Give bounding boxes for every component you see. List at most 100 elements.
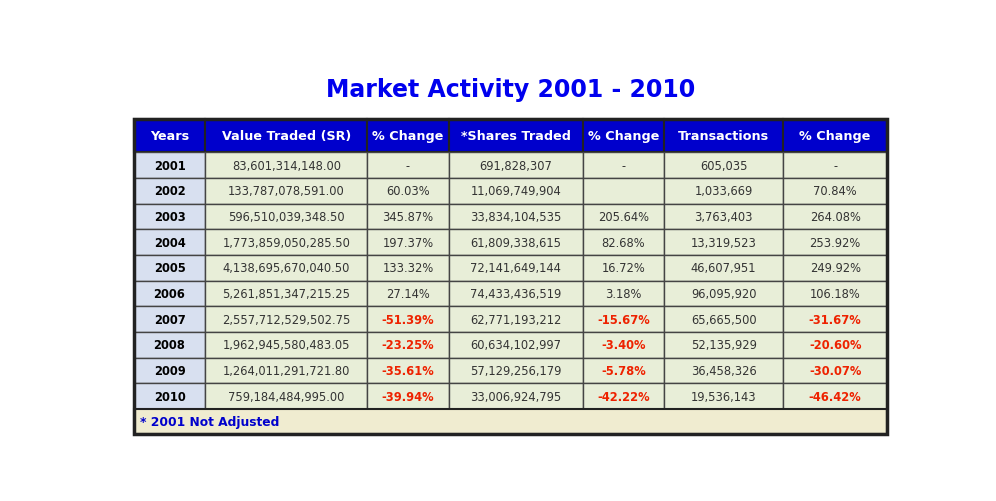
Text: Value Traded (SR): Value Traded (SR) <box>222 130 351 143</box>
Bar <box>205 333 368 358</box>
Text: Years: Years <box>150 130 189 143</box>
Bar <box>448 230 583 256</box>
Text: 2,557,712,529,502.75: 2,557,712,529,502.75 <box>222 313 351 326</box>
Bar <box>133 256 205 281</box>
Bar <box>368 204 448 230</box>
Bar <box>583 333 664 358</box>
Text: 60,634,102,997: 60,634,102,997 <box>470 339 561 352</box>
Bar <box>448 153 583 179</box>
Text: 70.84%: 70.84% <box>814 185 857 198</box>
Text: -46.42%: -46.42% <box>809 390 862 403</box>
Text: -5.78%: -5.78% <box>601 364 645 377</box>
Text: 759,184,484,995.00: 759,184,484,995.00 <box>228 390 345 403</box>
Text: 36,458,326: 36,458,326 <box>691 364 757 377</box>
Text: * 2001 Not Adjusted: * 2001 Not Adjusted <box>139 415 279 428</box>
Text: 33,006,924,795: 33,006,924,795 <box>470 390 562 403</box>
Text: 1,962,945,580,483.05: 1,962,945,580,483.05 <box>222 339 350 352</box>
Text: 249.92%: 249.92% <box>810 262 861 275</box>
Bar <box>133 120 205 153</box>
Bar <box>783 153 887 179</box>
Text: 197.37%: 197.37% <box>382 236 433 249</box>
Bar <box>664 307 783 333</box>
Text: 605,035: 605,035 <box>700 159 747 172</box>
Text: 61,809,338,615: 61,809,338,615 <box>470 236 561 249</box>
Text: 60.03%: 60.03% <box>386 185 430 198</box>
Text: -3.40%: -3.40% <box>602 339 645 352</box>
Text: 11,069,749,904: 11,069,749,904 <box>470 185 561 198</box>
Text: 2005: 2005 <box>153 262 185 275</box>
Bar <box>448 204 583 230</box>
Text: 2008: 2008 <box>153 339 185 352</box>
Text: 27.14%: 27.14% <box>386 288 430 301</box>
Bar <box>368 179 448 204</box>
Bar <box>783 204 887 230</box>
Bar <box>664 281 783 307</box>
Bar <box>133 409 887 434</box>
Text: 205.64%: 205.64% <box>598 211 649 223</box>
Text: -: - <box>833 159 838 172</box>
Text: *Shares Traded: *Shares Traded <box>461 130 571 143</box>
Bar <box>205 204 368 230</box>
Bar <box>664 384 783 409</box>
Text: 16.72%: 16.72% <box>602 262 645 275</box>
Text: 13,319,523: 13,319,523 <box>690 236 757 249</box>
Text: 4,138,695,670,040.50: 4,138,695,670,040.50 <box>223 262 350 275</box>
Text: % Change: % Change <box>800 130 871 143</box>
Bar <box>368 256 448 281</box>
Bar <box>783 256 887 281</box>
Bar <box>664 179 783 204</box>
Bar <box>783 179 887 204</box>
Text: 3,763,403: 3,763,403 <box>694 211 753 223</box>
Text: 2009: 2009 <box>153 364 185 377</box>
Text: % Change: % Change <box>373 130 443 143</box>
Bar <box>133 333 205 358</box>
Bar <box>368 307 448 333</box>
Bar <box>783 384 887 409</box>
Text: 106.18%: 106.18% <box>810 288 861 301</box>
Bar <box>664 256 783 281</box>
Text: -23.25%: -23.25% <box>381 339 434 352</box>
Bar <box>783 307 887 333</box>
Text: 345.87%: 345.87% <box>382 211 433 223</box>
Bar <box>205 179 368 204</box>
Text: 1,773,859,050,285.50: 1,773,859,050,285.50 <box>222 236 351 249</box>
Bar <box>205 256 368 281</box>
Bar <box>368 153 448 179</box>
Bar <box>783 333 887 358</box>
Text: -51.39%: -51.39% <box>381 313 434 326</box>
Bar <box>448 384 583 409</box>
Bar <box>205 153 368 179</box>
Text: 133,787,078,591.00: 133,787,078,591.00 <box>228 185 345 198</box>
Bar <box>783 281 887 307</box>
Bar <box>448 256 583 281</box>
Text: 5,261,851,347,215.25: 5,261,851,347,215.25 <box>222 288 351 301</box>
Bar <box>368 281 448 307</box>
Text: 82.68%: 82.68% <box>602 236 645 249</box>
Text: -: - <box>622 159 625 172</box>
Bar <box>583 230 664 256</box>
Text: 62,771,193,212: 62,771,193,212 <box>470 313 562 326</box>
Text: 52,135,929: 52,135,929 <box>690 339 757 352</box>
Bar <box>368 120 448 153</box>
Bar <box>448 333 583 358</box>
Text: 2007: 2007 <box>153 313 185 326</box>
Text: % Change: % Change <box>588 130 659 143</box>
Text: 2001: 2001 <box>153 159 185 172</box>
Bar <box>583 179 664 204</box>
Bar <box>205 307 368 333</box>
Bar <box>205 358 368 384</box>
Bar <box>448 179 583 204</box>
Bar <box>368 333 448 358</box>
Bar <box>664 204 783 230</box>
Bar <box>133 281 205 307</box>
Bar <box>664 358 783 384</box>
Bar <box>448 281 583 307</box>
Bar <box>448 307 583 333</box>
Text: 596,510,039,348.50: 596,510,039,348.50 <box>228 211 345 223</box>
Bar <box>133 179 205 204</box>
Text: 46,607,951: 46,607,951 <box>691 262 756 275</box>
Bar <box>783 230 887 256</box>
Text: -: - <box>406 159 410 172</box>
Text: Market Activity 2001 - 2010: Market Activity 2001 - 2010 <box>326 78 695 101</box>
Text: 691,828,307: 691,828,307 <box>479 159 552 172</box>
